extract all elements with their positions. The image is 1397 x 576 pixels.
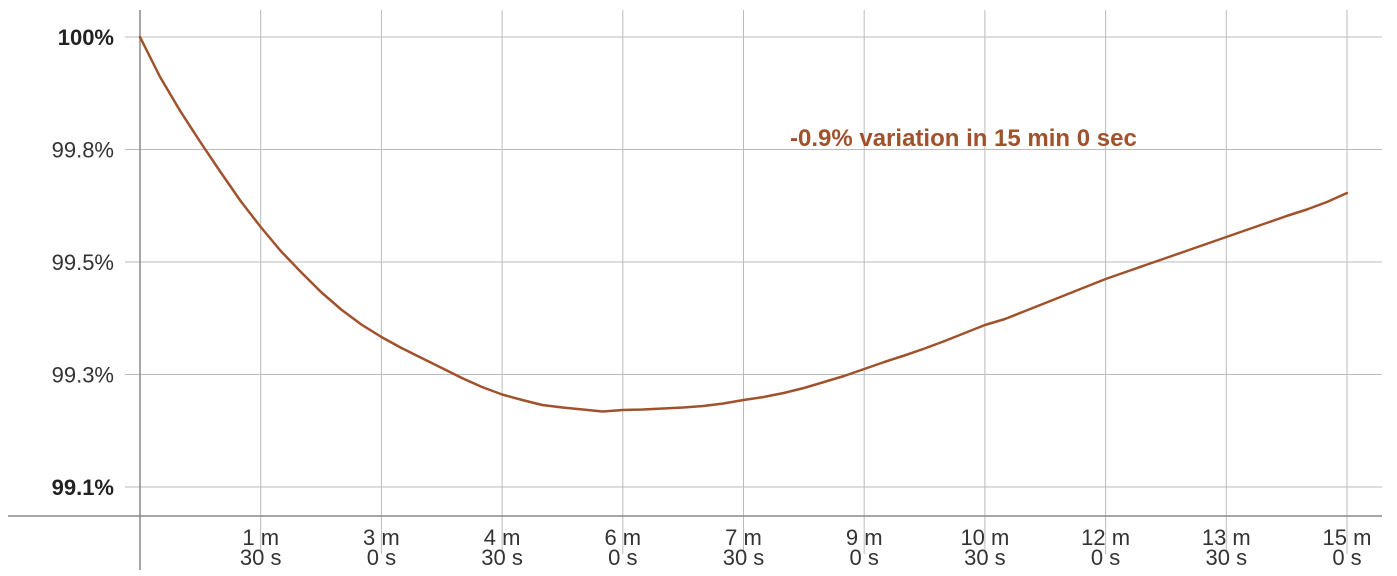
x-tick-label-seconds: 30 s: [964, 545, 1006, 570]
x-tick-label-seconds: 0 s: [850, 545, 879, 570]
y-tick-label: 99.3%: [52, 363, 114, 388]
y-tick-label: 99.1%: [52, 475, 114, 500]
x-tick-label-seconds: 0 s: [367, 545, 396, 570]
y-tick-label: 99.5%: [52, 250, 114, 275]
x-tick-label-minutes: 3 m: [363, 525, 400, 550]
x-tick-label-seconds: 0 s: [608, 545, 637, 570]
x-tick-label-minutes: 15 m: [1323, 525, 1372, 550]
y-tick-label: 99.8%: [52, 138, 114, 163]
x-tick-label-minutes: 10 m: [960, 525, 1009, 550]
axes: [8, 10, 1382, 570]
x-tick-label-seconds: 30 s: [1206, 545, 1248, 570]
x-tick-label-seconds: 0 s: [1332, 545, 1361, 570]
y-tick-label: 100%: [58, 25, 114, 50]
series-layer: [138, 35, 1349, 413]
x-tick-label-minutes: 6 m: [604, 525, 641, 550]
series-line: [138, 35, 1349, 413]
x-tick-label-minutes: 4 m: [484, 525, 521, 550]
variation-annotation: -0.9% variation in 15 min 0 sec: [790, 125, 1137, 152]
x-tick-label-minutes: 9 m: [846, 525, 883, 550]
x-tick-label-seconds: 30 s: [481, 545, 523, 570]
x-tick-label-minutes: 12 m: [1081, 525, 1130, 550]
y-axis-tick-labels: 100% 99.8% 99.5% 99.3% 99.1%: [52, 25, 114, 500]
x-tick-label-minutes: 13 m: [1202, 525, 1251, 550]
x-tick-label-seconds: 0 s: [1091, 545, 1120, 570]
x-tick-label-seconds: 30 s: [723, 545, 765, 570]
x-tick-label-minutes: 7 m: [725, 525, 762, 550]
x-axis-tick-labels: 1 m30 s3 m0 s4 m30 s6 m0 s7 m30 s9 m0 s1…: [240, 525, 1372, 570]
x-tick-label-seconds: 30 s: [240, 545, 282, 570]
grid-lines: [125, 10, 1382, 554]
x-tick-label-minutes: 1 m: [242, 525, 279, 550]
